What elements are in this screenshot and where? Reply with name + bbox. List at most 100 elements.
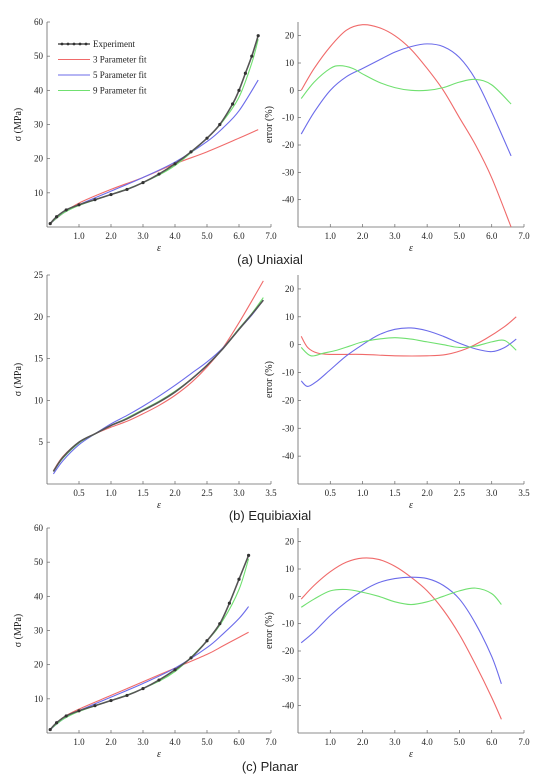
y-tick-label: -30: [282, 673, 294, 683]
data-point-experiment: [109, 192, 113, 197]
x-tick-label: 6.0: [486, 737, 498, 747]
x-tick-label: 6.0: [233, 737, 245, 747]
legend-marker-experiment: [78, 42, 82, 46]
y-tick-label: 10: [285, 564, 295, 574]
x-tick-label: 1.0: [357, 488, 369, 498]
y-tick-label: -10: [282, 368, 294, 378]
data-point-experiment: [48, 221, 52, 226]
x-tick-label: 5.0: [201, 231, 213, 241]
x-tick-label: 5.0: [454, 231, 466, 241]
data-point-experiment: [125, 187, 129, 192]
data-point-experiment: [189, 656, 193, 660]
data-point-experiment: [109, 698, 113, 703]
series-line-fit9: [300, 65, 512, 105]
y-tick-label: 20: [285, 284, 295, 294]
x-tick-label: 2.0: [169, 488, 181, 498]
y-tick-label: 10: [285, 58, 295, 68]
data-point-experiment: [77, 203, 81, 207]
data-point-experiment: [93, 704, 97, 708]
y-tick-label: 60: [34, 17, 44, 27]
y-tick-label: 0: [290, 340, 295, 350]
legend-label-experiment: Experiment: [93, 39, 135, 49]
y-tick-label: 20: [34, 312, 44, 322]
x-tick-label: 0.5: [325, 488, 337, 498]
y-tick-label: 10: [34, 188, 44, 198]
data-point-experiment: [157, 172, 161, 176]
x-tick-label: 1.5: [137, 488, 149, 498]
legend-marker-experiment: [60, 42, 64, 46]
series-line-fit3: [52, 280, 264, 471]
x-axis-label: ε: [157, 500, 161, 511]
series-line-fit5: [300, 43, 512, 157]
data-point-experiment: [141, 686, 145, 691]
series-line-experiment: [49, 555, 250, 731]
data-point-experiment: [55, 215, 59, 219]
x-axis-label: ε: [157, 243, 161, 254]
y-axis-label: σ (MPa): [13, 108, 24, 141]
x-tick-label: 2.5: [454, 488, 466, 498]
x-tick-label: 3.0: [389, 737, 401, 747]
data-point-experiment: [243, 71, 247, 75]
series-line-fit3: [300, 316, 517, 357]
legend-label-fit3: 3 Parameter fit: [93, 55, 147, 65]
y-tick-label: 15: [34, 354, 44, 364]
x-tick-label: 3.0: [486, 488, 498, 498]
data-point-experiment: [237, 88, 241, 92]
series-line-experiment: [49, 35, 259, 225]
series-line-fit5: [300, 327, 517, 388]
data-point-experiment: [157, 678, 161, 682]
x-tick-label: 1.5: [389, 488, 401, 498]
y-tick-label: -20: [282, 140, 294, 150]
legend-marker-experiment: [84, 42, 88, 46]
series-line-fit9: [52, 297, 264, 472]
series-line-fit5: [52, 299, 264, 475]
y-tick-label: 10: [34, 395, 44, 405]
data-point-experiment: [205, 639, 209, 643]
x-tick-label: 3.0: [137, 231, 149, 241]
x-tick-label: 7.0: [518, 231, 530, 241]
data-point-experiment: [55, 721, 59, 725]
x-tick-label: 2.0: [357, 737, 369, 747]
y-axis-label: error (%): [264, 106, 275, 143]
series-line-fit9: [49, 38, 259, 225]
x-tick-label: 3.0: [233, 488, 245, 498]
caption-planar: (c) Planar: [242, 759, 299, 774]
y-axis-label: σ (MPa): [13, 363, 24, 396]
y-tick-label: 30: [34, 120, 44, 130]
y-tick-label: -40: [282, 701, 294, 711]
y-tick-label: 30: [34, 626, 44, 636]
x-tick-label: 2.0: [105, 737, 117, 747]
x-tick-label: 3.0: [389, 231, 401, 241]
y-axis-label: error (%): [264, 612, 275, 649]
data-point-experiment: [173, 668, 177, 672]
x-axis-label: ε: [157, 749, 161, 760]
x-tick-label: 2.0: [105, 231, 117, 241]
x-tick-label: 4.0: [422, 231, 434, 241]
data-point-experiment: [64, 208, 68, 212]
x-tick-label: 1.0: [325, 737, 337, 747]
y-tick-label: 40: [34, 591, 44, 601]
data-point-experiment: [218, 122, 222, 127]
y-tick-label: 40: [34, 85, 44, 95]
x-tick-label: 1.0: [73, 231, 85, 241]
series-line-fit3: [300, 557, 502, 720]
x-tick-label: 2.0: [357, 231, 369, 241]
y-tick-label: 20: [34, 660, 44, 670]
data-point-experiment: [247, 553, 251, 557]
series-line-fit9: [300, 337, 517, 357]
legend-marker-experiment: [66, 42, 70, 46]
x-tick-label: 5.0: [454, 737, 466, 747]
chart-planar-stress: 1.0 2.0 3.0 4.0 5.0 6.0 7.0 10 20 30 40 50 60 ε σ (MPa…: [13, 523, 277, 760]
data-point-experiment: [141, 180, 145, 185]
y-tick-label: 50: [34, 51, 44, 61]
y-tick-label: 20: [285, 31, 295, 41]
data-point-experiment: [64, 714, 68, 718]
chart-planar-error: 1.0 2.0 3.0 4.0 5.0 6.0 7.0 -40 -30 -20 -10 0 10 20 ε e…: [264, 528, 530, 760]
x-tick-label: 3.5: [518, 488, 530, 498]
series-line-fit9: [300, 587, 502, 608]
legend-label-fit5: 5 Parameter fit: [93, 70, 147, 80]
y-tick-label: 0: [290, 591, 295, 601]
series-line-fit3: [300, 24, 512, 228]
y-tick-label: 50: [34, 557, 44, 567]
chart-equibiaxial-error: 0.5 1.0 1.5 2.0 2.5 3.0 3.5 -40 -30 -20 -10 0 10 20 ε e…: [264, 275, 530, 511]
